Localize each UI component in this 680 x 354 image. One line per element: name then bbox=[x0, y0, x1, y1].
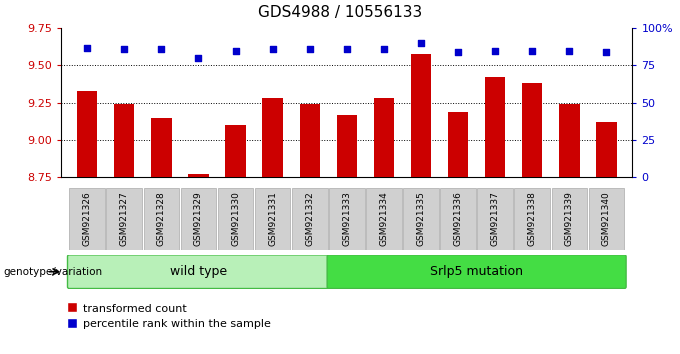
Text: GSM921335: GSM921335 bbox=[416, 191, 426, 246]
Text: GSM921334: GSM921334 bbox=[379, 192, 388, 246]
Bar bbox=[114, 104, 135, 177]
Point bbox=[267, 46, 278, 52]
Point bbox=[601, 49, 612, 55]
Text: GSM921339: GSM921339 bbox=[565, 191, 574, 246]
Point bbox=[341, 46, 352, 52]
Bar bbox=[440, 188, 476, 250]
Point bbox=[415, 40, 426, 46]
Text: GSM921333: GSM921333 bbox=[342, 191, 352, 246]
Bar bbox=[181, 188, 216, 250]
Point bbox=[564, 48, 575, 53]
Text: genotype/variation: genotype/variation bbox=[3, 267, 103, 277]
Text: GSM921337: GSM921337 bbox=[491, 191, 500, 246]
Bar bbox=[448, 112, 469, 177]
Text: GSM921340: GSM921340 bbox=[602, 192, 611, 246]
Bar bbox=[225, 125, 245, 177]
Bar bbox=[515, 188, 550, 250]
Legend: transformed count, percentile rank within the sample: transformed count, percentile rank withi… bbox=[67, 303, 271, 329]
Text: GSM921330: GSM921330 bbox=[231, 191, 240, 246]
Bar bbox=[255, 188, 290, 250]
Text: GSM921332: GSM921332 bbox=[305, 192, 314, 246]
Point bbox=[230, 48, 241, 53]
Bar bbox=[299, 104, 320, 177]
FancyBboxPatch shape bbox=[327, 255, 626, 289]
Point bbox=[490, 48, 500, 53]
Bar bbox=[374, 98, 394, 177]
Text: GSM921326: GSM921326 bbox=[83, 192, 92, 246]
Text: GSM921327: GSM921327 bbox=[120, 192, 129, 246]
Text: Srlp5 mutation: Srlp5 mutation bbox=[430, 264, 523, 278]
Text: GSM921328: GSM921328 bbox=[157, 192, 166, 246]
Point bbox=[527, 48, 538, 53]
Bar bbox=[477, 188, 513, 250]
Bar bbox=[485, 78, 505, 177]
Bar bbox=[262, 98, 283, 177]
Text: wild type: wild type bbox=[170, 264, 227, 278]
Point bbox=[453, 49, 464, 55]
Bar bbox=[366, 188, 402, 250]
Text: GSM921336: GSM921336 bbox=[454, 191, 462, 246]
Bar bbox=[589, 188, 624, 250]
Bar bbox=[218, 188, 254, 250]
Text: GDS4988 / 10556133: GDS4988 / 10556133 bbox=[258, 5, 422, 20]
Bar bbox=[411, 53, 431, 177]
Bar bbox=[292, 188, 328, 250]
Text: GSM921338: GSM921338 bbox=[528, 191, 537, 246]
Point bbox=[156, 46, 167, 52]
Point bbox=[119, 46, 130, 52]
FancyBboxPatch shape bbox=[67, 255, 329, 289]
Bar bbox=[551, 188, 587, 250]
Point bbox=[379, 46, 390, 52]
Bar bbox=[107, 188, 142, 250]
Bar bbox=[188, 174, 209, 177]
Bar bbox=[329, 188, 364, 250]
Bar bbox=[151, 118, 171, 177]
Bar bbox=[403, 188, 439, 250]
Point bbox=[82, 45, 92, 51]
Bar bbox=[596, 122, 617, 177]
Bar bbox=[143, 188, 179, 250]
Bar bbox=[559, 104, 579, 177]
Text: GSM921329: GSM921329 bbox=[194, 192, 203, 246]
Bar bbox=[337, 115, 357, 177]
Bar bbox=[77, 91, 97, 177]
Bar bbox=[522, 83, 543, 177]
Bar bbox=[69, 188, 105, 250]
Point bbox=[193, 55, 204, 61]
Point bbox=[304, 46, 315, 52]
Text: GSM921331: GSM921331 bbox=[268, 191, 277, 246]
